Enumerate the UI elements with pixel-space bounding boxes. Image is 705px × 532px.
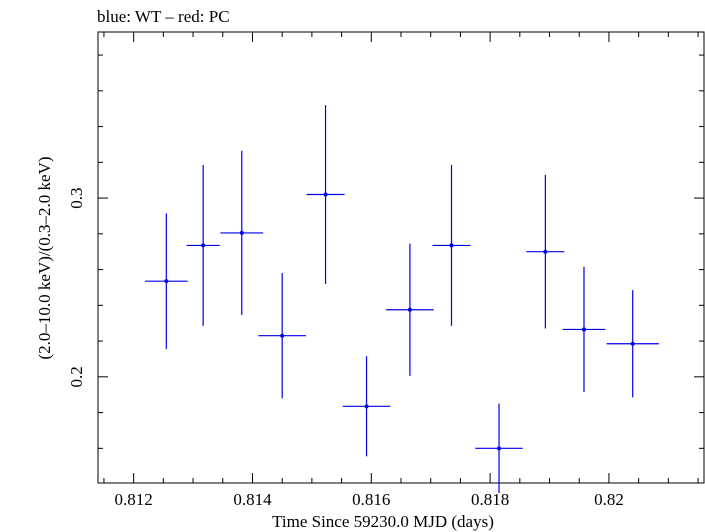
- data-marker: [323, 192, 328, 197]
- data-point: [144, 213, 188, 350]
- y-axis-label: (2.0–10.0 keV)/(0.3–2.0 keV): [35, 156, 54, 359]
- data-point: [606, 290, 659, 398]
- data-point: [432, 164, 471, 326]
- data-series: [144, 105, 659, 494]
- data-marker: [407, 307, 412, 312]
- data-point: [258, 273, 306, 399]
- x-tick-label: 0.82: [594, 490, 624, 509]
- data-marker: [164, 279, 169, 284]
- data-marker: [497, 446, 502, 451]
- data-point: [220, 150, 264, 316]
- data-point: [342, 356, 391, 457]
- data-point: [475, 403, 523, 494]
- plot-frame: [97, 31, 705, 484]
- x-tick-label: 0.818: [471, 490, 509, 509]
- data-marker: [449, 243, 454, 248]
- data-marker: [239, 230, 244, 235]
- data-marker: [364, 404, 369, 409]
- data-marker: [630, 341, 635, 346]
- data-marker: [280, 333, 285, 338]
- data-marker: [543, 249, 548, 254]
- data-marker: [581, 327, 586, 332]
- plot-area: 0.812 0.814 0.816 0.818 0.82 0.2 0.3: [67, 31, 705, 509]
- y-tick-label: 0.3: [67, 187, 86, 208]
- axis-ticks: [98, 32, 704, 483]
- data-point: [386, 243, 434, 376]
- data-point: [562, 266, 606, 393]
- data-point: [186, 164, 220, 326]
- y-tick-label: 0.2: [67, 366, 86, 387]
- axis-tick-labels: 0.812 0.814 0.816 0.818 0.82 0.2 0.3: [67, 187, 624, 509]
- data-point: [526, 174, 565, 329]
- x-axis-label: Time Since 59230.0 MJD (days): [272, 512, 494, 531]
- x-tick-label: 0.814: [233, 490, 272, 509]
- data-marker: [201, 243, 206, 248]
- chart-title: blue: WT – red: PC: [97, 7, 230, 26]
- x-tick-label: 0.816: [352, 490, 390, 509]
- x-tick-label: 0.812: [115, 490, 153, 509]
- data-point: [306, 105, 345, 284]
